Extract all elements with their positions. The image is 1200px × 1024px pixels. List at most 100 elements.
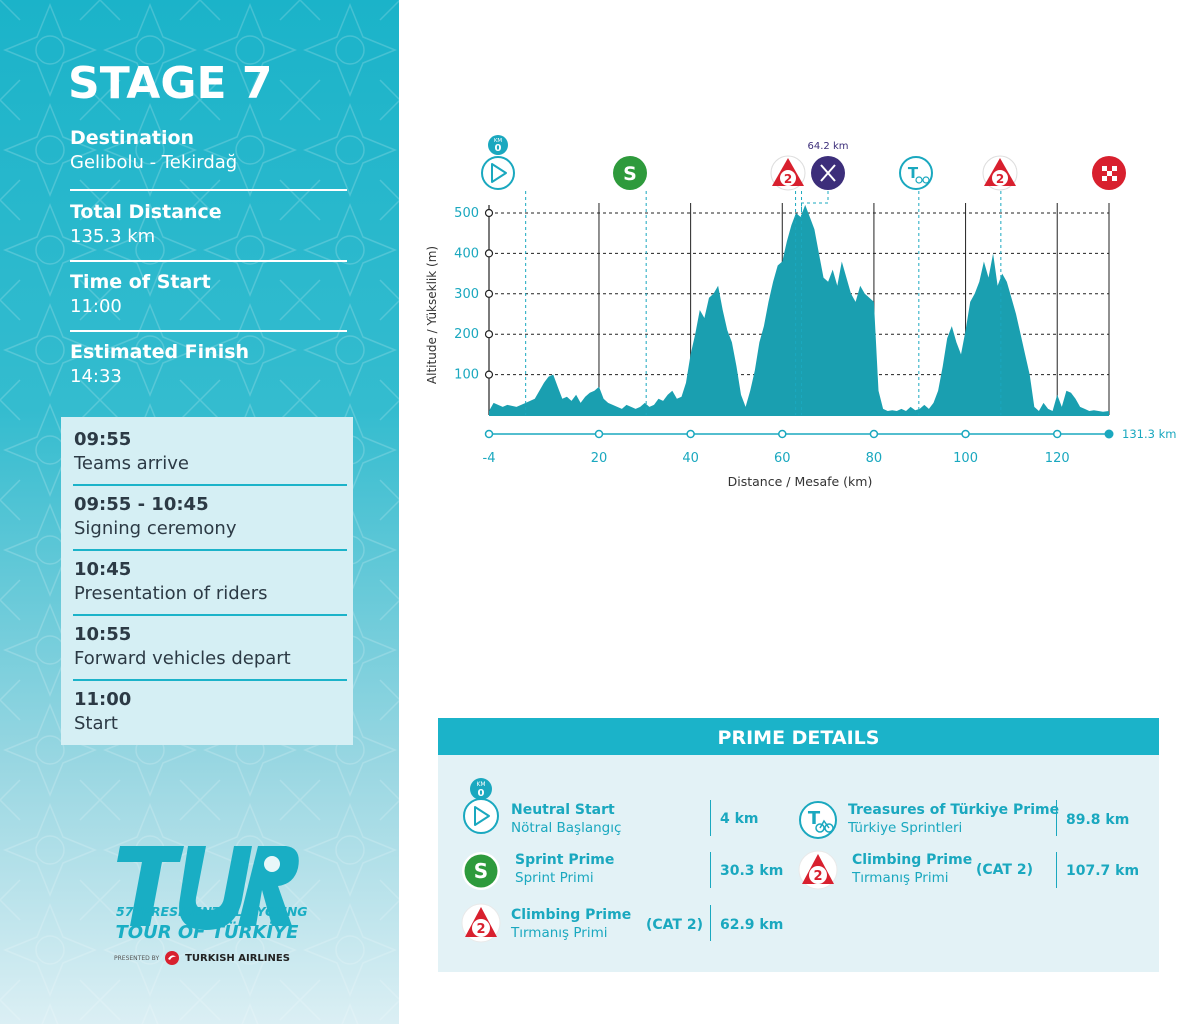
y-tick-label: 300 [454, 287, 479, 302]
km-badge-value: 0 [495, 143, 502, 154]
treasures-badge-letter: T [808, 808, 821, 829]
x-tick-label: -4 [483, 451, 496, 466]
sprint-icon [613, 156, 647, 190]
y-tick-label: 100 [454, 368, 479, 383]
checker-square [1107, 171, 1112, 176]
schedule-item: 10:45 Presentation of riders [73, 558, 347, 616]
prime-km: 89.8 km [1066, 812, 1130, 828]
climbing-icon: 2 [798, 850, 838, 890]
prime-name: Climbing Prime [852, 852, 973, 868]
divider [73, 679, 347, 681]
climbing-icon: 2 [461, 903, 501, 943]
climb-cat2-b-marker: 2 [982, 155, 1018, 415]
bike-wheel [922, 176, 930, 184]
sponsor-line: PRESENTED BY TURKISH AIRLINES [114, 951, 294, 965]
tour-logo [117, 846, 299, 930]
finish-time-block: Estimated Finish 14:33 [70, 340, 346, 390]
distance-value: 135.3 km [70, 226, 156, 247]
climb-badge-cat: 2 [813, 869, 822, 884]
divider [73, 484, 347, 486]
divider [73, 614, 347, 616]
logo-ordinal-suffix: th [133, 904, 142, 913]
neutral-start-icon [481, 156, 515, 190]
stage-title: STAGE 7 [68, 58, 273, 109]
y-tick-dot [484, 249, 494, 258]
prime-cat: (CAT 2) [646, 917, 703, 933]
logo-line2: TOUR OF TÜRKİYE [115, 922, 299, 943]
airline-name: TURKISH AIRLINES [185, 952, 290, 964]
prime-sub: Türkiye Sprintleri [848, 820, 963, 836]
schedule-panel: 09:55 Teams arrive 09:55 - 10:45 Signing… [61, 417, 353, 745]
divider [70, 330, 347, 332]
y-axis-label: Altitude / Yükseklik (m) [425, 246, 439, 384]
elevation-profile-chart: KM 0 S 2 T 2 100 200 300 400 500 -4 20 40 60 80 100 120 … [420, 125, 1180, 505]
x-tick-label: 20 [591, 451, 608, 466]
logo-ordinal: 57 [116, 904, 134, 919]
x-tick-dot [869, 429, 879, 439]
y-tick-label: 500 [454, 206, 479, 221]
prime-km: 107.7 km [1066, 863, 1140, 879]
x-tick-dot [961, 429, 970, 439]
sprint-badge-letter: S [623, 163, 637, 185]
sprint-badge-letter: S [474, 859, 488, 883]
prime-details-panel: PRIME DETAILS KM 0 Neutral Start Nötral … [438, 718, 1159, 972]
bike-wheel [915, 176, 923, 184]
destination-value: Gelibolu - Tekirdağ [70, 152, 238, 173]
x-tick-dot [778, 429, 787, 439]
sprint-icon: S [462, 852, 500, 890]
sprint-marker: S [613, 156, 647, 415]
checker-square [1102, 166, 1107, 171]
checker-square [1112, 166, 1117, 171]
divider [70, 189, 347, 191]
divider [710, 905, 711, 941]
start-time-value: 11:00 [70, 296, 122, 317]
divider [710, 852, 711, 888]
prime-name: Sprint Prime [515, 852, 615, 868]
climb-cat2-a-marker: 2 [770, 155, 806, 415]
start-time-block: Time of Start 11:00 [70, 270, 347, 332]
x-tick-label: 120 [1045, 451, 1070, 466]
y-tick-label: 400 [454, 246, 479, 261]
x-axis-label: Distance / Mesafe (km) [728, 474, 873, 489]
x-tick-label: 40 [682, 451, 699, 466]
destination-label: Destination [70, 127, 195, 149]
prime-sub: Tırmanış Primi [511, 925, 608, 941]
schedule-item: 11:00 Start [74, 688, 346, 736]
prime-km: 30.3 km [720, 863, 784, 879]
schedule-time: 09:55 - 10:45 [74, 494, 209, 515]
play-icon [491, 163, 507, 183]
divider [73, 549, 347, 551]
climb-badge-circle [780, 170, 796, 186]
finish-marker [1092, 156, 1126, 190]
treasures-prime-marker: T [899, 156, 933, 415]
prime-cat: (CAT 2) [976, 862, 1033, 878]
schedule-desc: Presentation of riders [74, 583, 268, 604]
feed-zone-marker [801, 156, 845, 415]
neutral-start-icon: KM 0 [463, 778, 499, 834]
destination-block: Destination Gelibolu - Tekirdağ [70, 126, 347, 191]
climb-badge-circle [992, 170, 1008, 186]
distance-block: Total Distance 135.3 km [70, 200, 347, 262]
treasures-badge-letter: T [908, 164, 919, 182]
prime-km: 62.9 km [720, 917, 784, 933]
km-badge-top: KM [494, 138, 503, 144]
climb-badge-cat: 2 [476, 922, 485, 937]
schedule-time: 11:00 [74, 689, 132, 710]
profile-area [489, 204, 1109, 415]
end-distance-label: 131.3 km [1122, 427, 1176, 441]
treasures-icon [899, 156, 933, 190]
cutlery-icon [820, 164, 836, 182]
y-tick-label: 200 [454, 327, 479, 342]
schedule-item: 10:55 Forward vehicles depart [73, 623, 347, 681]
climb-badge-cat: 2 [996, 172, 1004, 186]
divider [70, 260, 347, 262]
x-tick-dot [484, 429, 494, 439]
prime-sub: Tırmanış Primi [852, 870, 949, 886]
schedule-item: 09:55 Teams arrive [73, 428, 347, 486]
prime-details-title: PRIME DETAILS [438, 718, 1159, 755]
neutral-start-marker: KM0 [481, 135, 527, 415]
logo-line1: 57thPRESIDENTIAL CYCLING [116, 904, 308, 919]
schedule-desc: Teams arrive [74, 453, 189, 474]
prime-name: Climbing Prime [511, 907, 632, 923]
feed-zone-label: 64.2 km [808, 141, 849, 152]
